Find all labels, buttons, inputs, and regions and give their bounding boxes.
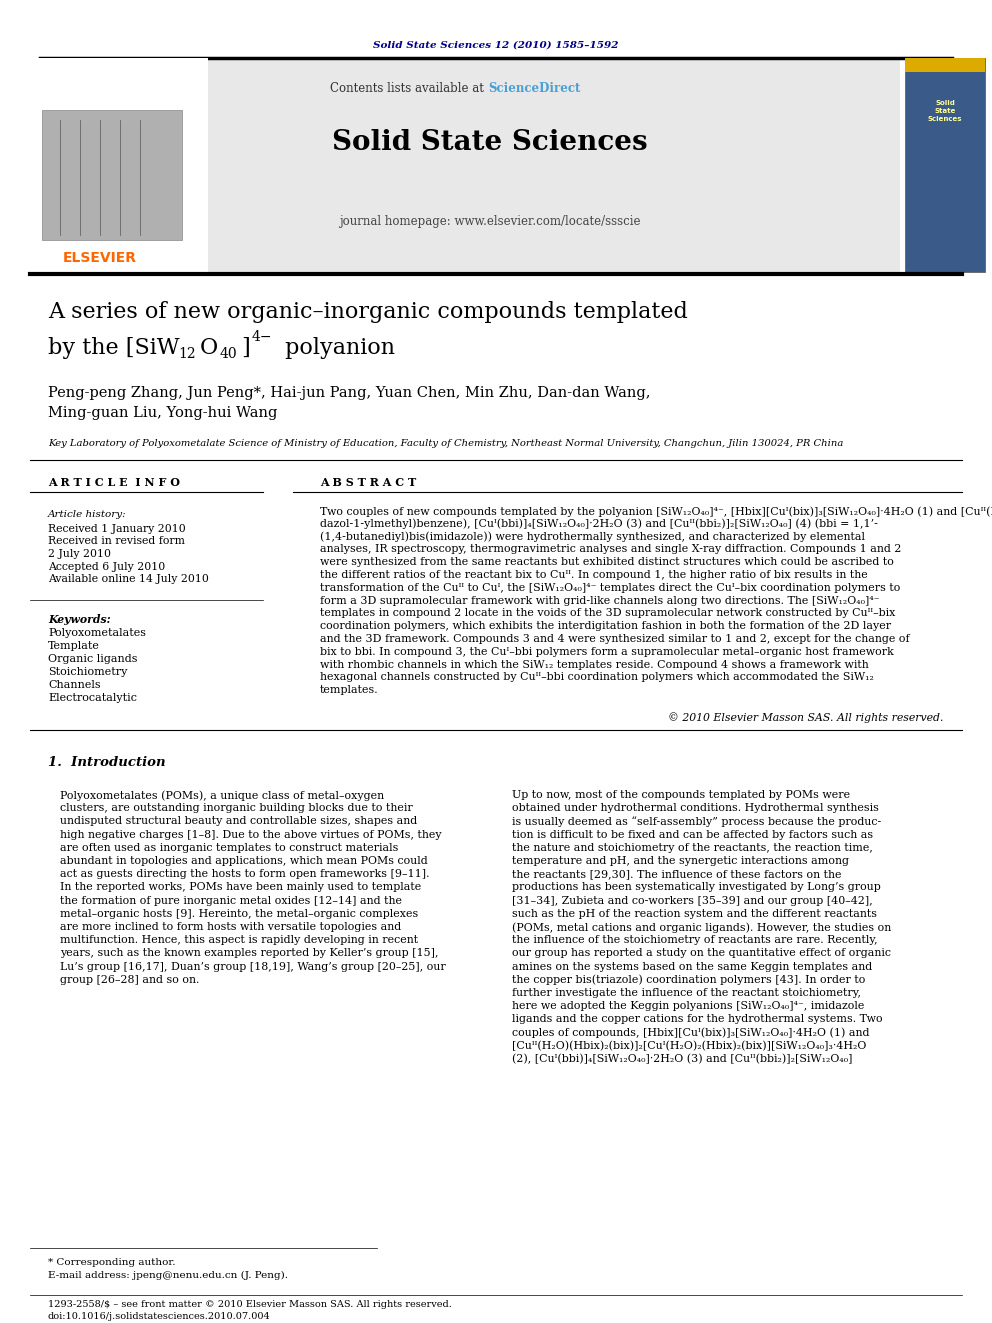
Text: high negative charges [1–8]. Due to the above virtues of POMs, they: high negative charges [1–8]. Due to the …: [60, 830, 441, 840]
Text: were synthesized from the same reactants but exhibited distinct structures which: were synthesized from the same reactants…: [320, 557, 894, 568]
Text: Two couples of new compounds templated by the polyanion [SiW₁₂O₄₀]⁴⁻, [Hbix][Cuᴵ: Two couples of new compounds templated b…: [320, 505, 992, 516]
Text: [31–34], Zubieta and co-workers [35–39] and our group [40–42],: [31–34], Zubieta and co-workers [35–39] …: [512, 896, 873, 906]
Text: A series of new organic–inorganic compounds templated: A series of new organic–inorganic compou…: [48, 302, 687, 323]
Text: Received 1 January 2010: Received 1 January 2010: [48, 524, 186, 534]
Text: 1.  Introduction: 1. Introduction: [48, 755, 166, 769]
Text: polyanion: polyanion: [278, 337, 395, 359]
Text: (2), [Cuᴵ(bbi)]₄[SiW₁₂O₄₀]·2H₂O (3) and [Cuᴵᴵ(bbi₂)]₂[SiW₁₂O₄₀]: (2), [Cuᴵ(bbi)]₄[SiW₁₂O₄₀]·2H₂O (3) and …: [512, 1054, 852, 1064]
Text: Article history:: Article history:: [48, 509, 127, 519]
Text: productions has been systematically investigated by Long’s group: productions has been systematically inve…: [512, 882, 881, 893]
Text: such as the pH of the reaction system and the different reactants: such as the pH of the reaction system an…: [512, 909, 877, 918]
Text: coordination polymers, which exhibits the interdigitation fashion in both the fo: coordination polymers, which exhibits th…: [320, 622, 891, 631]
Text: our group has reported a study on the quantitative effect of organic: our group has reported a study on the qu…: [512, 949, 891, 958]
Text: Organic ligands: Organic ligands: [48, 654, 138, 664]
Text: 4−: 4−: [252, 329, 273, 344]
Text: metal–organic hosts [9]. Hereinto, the metal–organic complexes: metal–organic hosts [9]. Hereinto, the m…: [60, 909, 419, 918]
Text: bix to bbi. In compound 3, the Cuᴵ–bbi polymers form a supramolecular metal–orga: bix to bbi. In compound 3, the Cuᴵ–bbi p…: [320, 647, 894, 656]
Text: 12: 12: [178, 347, 195, 361]
Text: Peng-peng Zhang, Jun Peng*, Hai-jun Pang, Yuan Chen, Min Zhu, Dan-dan Wang,: Peng-peng Zhang, Jun Peng*, Hai-jun Pang…: [48, 386, 651, 400]
Text: form a 3D supramolecular framework with grid-like channels along two directions.: form a 3D supramolecular framework with …: [320, 595, 880, 606]
Text: ]: ]: [241, 337, 250, 359]
Bar: [30, 58, 900, 273]
Text: Electrocatalytic: Electrocatalytic: [48, 693, 137, 703]
Text: obtained under hydrothermal conditions. Hydrothermal synthesis: obtained under hydrothermal conditions. …: [512, 803, 879, 814]
Text: Polyoxometalates (POMs), a unique class of metal–oxygen: Polyoxometalates (POMs), a unique class …: [60, 790, 384, 800]
Text: the influence of the stoichiometry of reactants are rare. Recently,: the influence of the stoichiometry of re…: [512, 935, 878, 945]
Text: the copper bis(triazole) coordination polymers [43]. In order to: the copper bis(triazole) coordination po…: [512, 975, 865, 986]
Text: is usually deemed as “self-assembly” process because the produc-: is usually deemed as “self-assembly” pro…: [512, 816, 881, 827]
Text: with rhombic channels in which the SiW₁₂ templates reside. Compound 4 shows a fr: with rhombic channels in which the SiW₁₂…: [320, 660, 869, 669]
Text: further investigate the influence of the reactant stoichiometry,: further investigate the influence of the…: [512, 988, 861, 998]
Text: by the [SiW: by the [SiW: [48, 337, 180, 359]
Bar: [905, 58, 985, 273]
Text: are often used as inorganic templates to construct materials: are often used as inorganic templates to…: [60, 843, 399, 853]
Text: Solid State Sciences 12 (2010) 1585–1592: Solid State Sciences 12 (2010) 1585–1592: [373, 41, 619, 49]
Text: 40: 40: [220, 347, 238, 361]
Text: the reactants [29,30]. The influence of these factors on the: the reactants [29,30]. The influence of …: [512, 869, 841, 880]
Text: undisputed structural beauty and controllable sizes, shapes and: undisputed structural beauty and control…: [60, 816, 418, 827]
Text: ligands and the copper cations for the hydrothermal systems. Two: ligands and the copper cations for the h…: [512, 1015, 883, 1024]
Text: 1293-2558/$ – see front matter © 2010 Elsevier Masson SAS. All rights reserved.: 1293-2558/$ – see front matter © 2010 El…: [48, 1301, 452, 1308]
Text: Solid
State
Sciences: Solid State Sciences: [928, 101, 962, 122]
Text: tion is difficult to be fixed and can be affected by factors such as: tion is difficult to be fixed and can be…: [512, 830, 873, 840]
Text: Keywords:: Keywords:: [48, 614, 111, 624]
Text: Accepted 6 July 2010: Accepted 6 July 2010: [48, 561, 166, 572]
Text: (POMs, metal cations and organic ligands). However, the studies on: (POMs, metal cations and organic ligands…: [512, 922, 891, 933]
Text: couples of compounds, [Hbix][Cuᴵ(bix)]₃[SiW₁₂O₄₀]·4H₂O (1) and: couples of compounds, [Hbix][Cuᴵ(bix)]₃[…: [512, 1028, 870, 1039]
Text: templates in compound 2 locate in the voids of the 3D supramolecular network con: templates in compound 2 locate in the vo…: [320, 609, 896, 618]
Text: analyses, IR spectroscopy, thermogravimetric analyses and single X-ray diffracti: analyses, IR spectroscopy, thermogravime…: [320, 544, 902, 554]
Text: In the reported works, POMs have been mainly used to template: In the reported works, POMs have been ma…: [60, 882, 422, 893]
Text: Stoichiometry: Stoichiometry: [48, 667, 127, 677]
Text: A R T I C L E  I N F O: A R T I C L E I N F O: [48, 476, 180, 487]
Text: Received in revised form: Received in revised form: [48, 537, 185, 546]
Text: here we adopted the Keggin polyanions [SiW₁₂O₄₀]⁴⁻, imidazole: here we adopted the Keggin polyanions [S…: [512, 1002, 864, 1011]
Text: E-mail address: jpeng@nenu.edu.cn (J. Peng).: E-mail address: jpeng@nenu.edu.cn (J. Pe…: [48, 1271, 288, 1281]
Text: and the 3D framework. Compounds 3 and 4 were synthesized similar to 1 and 2, exc: and the 3D framework. Compounds 3 and 4 …: [320, 634, 910, 644]
Text: the nature and stoichiometry of the reactants, the reaction time,: the nature and stoichiometry of the reac…: [512, 843, 873, 853]
Text: Contents lists available at: Contents lists available at: [330, 82, 488, 94]
Text: 2 July 2010: 2 July 2010: [48, 549, 111, 560]
Text: Template: Template: [48, 642, 100, 651]
Text: temperature and pH, and the synergetic interactions among: temperature and pH, and the synergetic i…: [512, 856, 849, 867]
Text: group [26–28] and so on.: group [26–28] and so on.: [60, 975, 199, 984]
Text: clusters, are outstanding inorganic building blocks due to their: clusters, are outstanding inorganic buil…: [60, 803, 413, 814]
Text: Channels: Channels: [48, 680, 100, 691]
Text: journal homepage: www.elsevier.com/locate/ssscie: journal homepage: www.elsevier.com/locat…: [339, 216, 641, 229]
Text: Key Laboratory of Polyoxometalate Science of Ministry of Education, Faculty of C: Key Laboratory of Polyoxometalate Scienc…: [48, 438, 843, 447]
Text: O: O: [200, 337, 218, 359]
Text: Lu’s group [16,17], Duan’s group [18,19], Wang’s group [20–25], our: Lu’s group [16,17], Duan’s group [18,19]…: [60, 962, 445, 971]
Text: amines on the systems based on the same Keggin templates and: amines on the systems based on the same …: [512, 962, 872, 971]
Text: hexagonal channels constructed by Cuᴵᴵ–bbi coordination polymers which accommoda: hexagonal channels constructed by Cuᴵᴵ–b…: [320, 672, 874, 683]
Text: A B S T R A C T: A B S T R A C T: [320, 476, 417, 487]
Text: Solid State Sciences: Solid State Sciences: [332, 130, 648, 156]
Text: doi:10.1016/j.solidstatesciences.2010.07.004: doi:10.1016/j.solidstatesciences.2010.07…: [48, 1312, 271, 1320]
Text: transformation of the Cuᴵᴵ to Cuᴵ, the [SiW₁₂O₄₀]⁴⁻ templates direct the Cuᴵ–bix: transformation of the Cuᴵᴵ to Cuᴵ, the […: [320, 583, 901, 593]
Text: multifunction. Hence, this aspect is rapidly developing in recent: multifunction. Hence, this aspect is rap…: [60, 935, 418, 945]
Text: act as guests directing the hosts to form open frameworks [9–11].: act as guests directing the hosts to for…: [60, 869, 430, 880]
Text: ELSEVIER: ELSEVIER: [63, 251, 137, 265]
Text: [Cuᴵᴵ(H₂O)(Hbix)₂(bix)]₂[Cuᴵ(H₂O)₂(Hbix)₂(bix)][SiW₁₂O₄₀]₃·4H₂O: [Cuᴵᴵ(H₂O)(Hbix)₂(bix)]₂[Cuᴵ(H₂O)₂(Hbix)…: [512, 1041, 866, 1052]
Text: (1,4-butanediyl)bis(imidazole)) were hydrothermally synthesized, and characteriz: (1,4-butanediyl)bis(imidazole)) were hyd…: [320, 532, 865, 542]
Bar: [42, 110, 182, 239]
Text: Ming-guan Liu, Yong-hui Wang: Ming-guan Liu, Yong-hui Wang: [48, 406, 278, 419]
Text: Polyoxometalates: Polyoxometalates: [48, 628, 146, 638]
Text: * Corresponding author.: * Corresponding author.: [48, 1258, 176, 1267]
Text: abundant in topologies and applications, which mean POMs could: abundant in topologies and applications,…: [60, 856, 428, 867]
Text: ScienceDirect: ScienceDirect: [488, 82, 580, 94]
Bar: [30, 58, 208, 273]
Text: dazol-1-ylmethyl)benzene), [Cuᴵ(bbi)]₄[SiW₁₂O₄₀]·2H₂O (3) and [Cuᴵᴵ(bbi₂)]₂[SiW₁: dazol-1-ylmethyl)benzene), [Cuᴵ(bbi)]₄[S…: [320, 519, 878, 529]
Text: years, such as the known examples reported by Keller’s group [15],: years, such as the known examples report…: [60, 949, 438, 958]
Text: Up to now, most of the compounds templated by POMs were: Up to now, most of the compounds templat…: [512, 790, 850, 800]
Text: © 2010 Elsevier Masson SAS. All rights reserved.: © 2010 Elsevier Masson SAS. All rights r…: [669, 712, 944, 722]
Text: Available online 14 July 2010: Available online 14 July 2010: [48, 574, 209, 583]
Bar: [905, 58, 985, 71]
Text: are more inclined to form hosts with versatile topologies and: are more inclined to form hosts with ver…: [60, 922, 401, 931]
Text: the different ratios of the reactant bix to Cuᴵᴵ. In compound 1, the higher rati: the different ratios of the reactant bix…: [320, 570, 868, 579]
Text: the formation of pure inorganic metal oxides [12–14] and the: the formation of pure inorganic metal ox…: [60, 896, 402, 906]
Text: templates.: templates.: [320, 685, 379, 695]
